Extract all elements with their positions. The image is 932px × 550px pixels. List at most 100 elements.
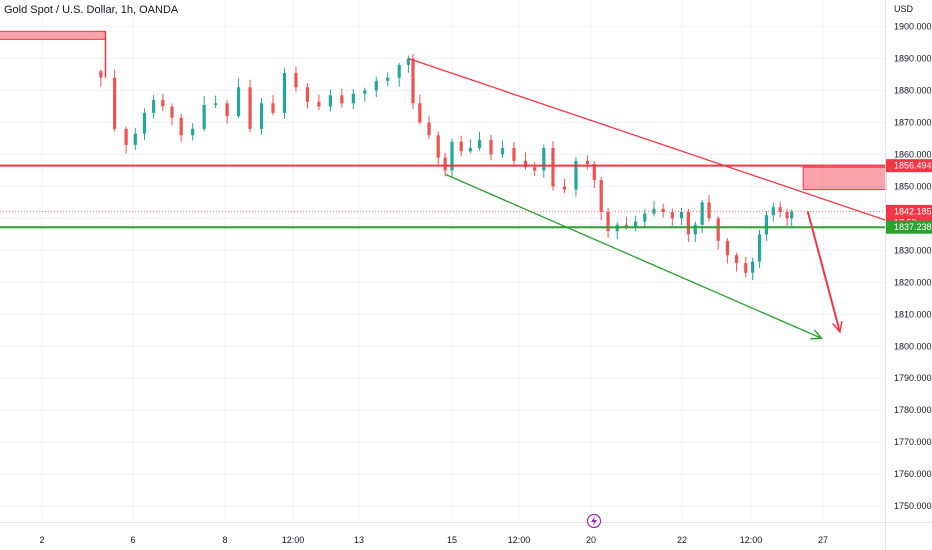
candle-body: [725, 240, 730, 256]
forecast-line: [806, 211, 841, 333]
candle: [707, 194, 711, 222]
support-price-tag-bg: [886, 220, 932, 234]
price-tick-label: 1860.000: [894, 149, 932, 159]
time-tick-label: 6: [130, 535, 135, 545]
candle: [124, 126, 128, 154]
price-tick-label: 1830.000: [894, 245, 932, 255]
candle: [725, 238, 730, 264]
price-tick-label: 1890.000: [894, 54, 932, 64]
candle: [533, 162, 537, 177]
candle-body: [700, 202, 704, 225]
candle-body: [411, 58, 415, 104]
time-tick-label: 12:00: [508, 535, 531, 545]
candle: [468, 139, 472, 154]
candle: [152, 94, 156, 119]
support-price-tag-text: 1837.238: [894, 222, 932, 232]
price-tick-label: 1770.000: [894, 437, 932, 447]
candle: [785, 208, 789, 227]
candle-body: [751, 261, 755, 273]
upper-channel-line: [408, 57, 914, 231]
candle: [236, 78, 241, 119]
candle-body: [191, 128, 195, 136]
candle: [450, 138, 454, 178]
price-tick-label: 1750.000: [894, 501, 932, 511]
time-tick-label: 22: [677, 535, 687, 545]
candle-body: [363, 90, 367, 94]
candle-body: [236, 87, 241, 117]
candle: [477, 131, 482, 151]
candle: [764, 210, 769, 242]
candle-body: [99, 71, 103, 78]
candle-body: [693, 224, 697, 235]
candle: [643, 208, 647, 228]
candle: [585, 155, 590, 170]
candle: [652, 200, 656, 217]
candle-body: [585, 160, 590, 165]
candle: [751, 257, 755, 280]
candle: [661, 203, 665, 218]
candle: [328, 89, 332, 112]
candle-body: [512, 148, 516, 161]
price-tick-label: 1870.000: [894, 117, 932, 127]
candle-body: [374, 80, 378, 91]
candle-body: [707, 202, 711, 219]
candle: [562, 178, 567, 193]
candle: [606, 207, 610, 239]
candle: [693, 221, 697, 243]
candle: [406, 55, 410, 73]
current-price-text: 1842.185: [894, 206, 932, 216]
candle-body: [606, 212, 610, 232]
candle: [113, 69, 117, 132]
candle-body: [599, 180, 603, 212]
candle: [744, 257, 748, 278]
lower-channel-arrow: [810, 329, 824, 340]
candle: [317, 94, 321, 111]
event-marker-bolt: [591, 516, 597, 526]
lower-channel-line: [444, 173, 822, 339]
candle-body: [142, 112, 147, 134]
candle: [686, 208, 690, 243]
candle: [443, 152, 447, 177]
candle-body: [248, 87, 252, 129]
candle: [734, 252, 739, 272]
candle: [191, 123, 195, 141]
candle-body: [661, 208, 665, 212]
candle: [436, 131, 440, 165]
price-tick-label: 1790.000: [894, 373, 932, 383]
horizontal-levels: [0, 164, 885, 229]
candle-body: [271, 103, 275, 113]
lightning-icon: [586, 513, 602, 529]
candle-body: [328, 95, 332, 107]
support-price-tag: 1837.238: [886, 220, 932, 234]
zone-box-1: [0, 30, 106, 40]
candle: [282, 67, 287, 119]
price-tick-label: 1850.000: [894, 181, 932, 191]
candle: [340, 88, 344, 108]
price-tick-label: 1810.000: [894, 309, 932, 319]
price-tick-label: 1800.000: [894, 341, 932, 351]
candle: [512, 141, 516, 166]
candle-body: [170, 106, 174, 118]
candle: [133, 127, 137, 150]
price-tick-label: 1780.000: [894, 405, 932, 415]
time-tick-label: 27: [818, 535, 828, 545]
candle-body: [744, 263, 748, 273]
candle-body: [113, 77, 117, 129]
candle: [170, 103, 174, 126]
candle-body: [771, 207, 775, 216]
candle: [500, 140, 505, 159]
candle-body: [533, 167, 537, 171]
candle-body: [468, 148, 472, 152]
time-tick-label: 20: [586, 535, 596, 545]
candle-body: [259, 103, 264, 129]
candle-body: [734, 255, 739, 264]
candlestick-series: [99, 53, 794, 280]
candle: [790, 209, 794, 228]
candle: [161, 93, 165, 112]
candle-body: [562, 186, 567, 190]
candle: [351, 88, 355, 110]
